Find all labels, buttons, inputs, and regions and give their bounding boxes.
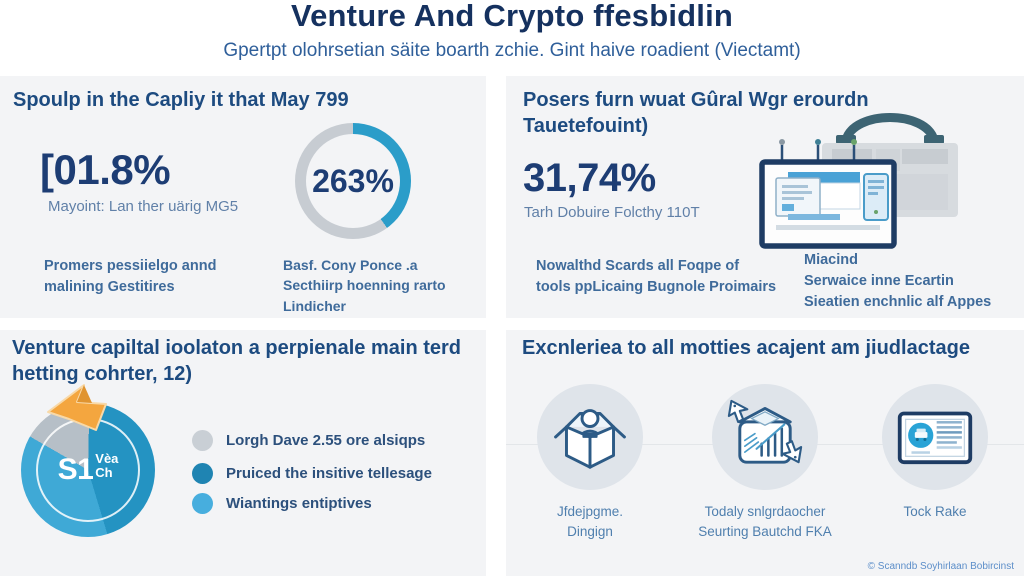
feature-caption: Tock Rake	[903, 504, 967, 519]
panel-top-left: Spoulp in the Capliy it that May 799 [01…	[0, 76, 486, 318]
person-in-open-box-icon	[554, 409, 626, 469]
legend-label: Wiantings entiptives	[226, 494, 372, 512]
pie-center-label: S1 Vèa Ch	[57, 451, 119, 486]
stat-value: [01.8%	[40, 146, 171, 193]
legend-dot	[192, 429, 213, 451]
cloud-briefcase-monitor-illustration	[759, 113, 958, 249]
legend-label: Lorgh Dave 2.55 ore alsiqps	[226, 431, 426, 449]
section-heading: Spoulp in the Capliy it that May 799	[13, 89, 349, 111]
feature-item	[537, 384, 643, 490]
pie-chart: S1 Vèa Ch	[21, 403, 155, 537]
certificate-card-icon	[897, 411, 973, 465]
footer-credit: © Scanndb Soyhirlaan Bobircinst	[867, 561, 1014, 572]
page-title: Venture And Crypto ffesbidlin	[290, 0, 734, 33]
legend-item: Wiantings entiptives	[192, 492, 372, 514]
donut-chart: 263%	[295, 123, 411, 239]
stat-note: Promers pessiielgo annd malining Gestiti…	[44, 258, 217, 296]
stat-caption: Tarh Dobuire Folcthy 110T	[524, 204, 700, 221]
monitor-icon	[759, 139, 897, 249]
donut-caption: Basf. Cony Ponce .a Secthiirp hoenning r…	[283, 257, 446, 314]
stat-caption: Mayoint: Lan ther uärig MG5	[48, 198, 239, 215]
donut-hole: 263%	[306, 134, 400, 228]
box-chart-cursors-icon	[727, 399, 803, 464]
feature-caption: Jfdejpgme. Dingign	[556, 504, 624, 540]
note-right: Miacind Serwaice inne Ecartin Sieatien e…	[804, 252, 992, 311]
section-heading: Excnleriea to all motties acajent am jiu…	[522, 337, 970, 359]
panel-top-right: Posers furn wuat Gûral Wgr erourdn Tauet…	[506, 76, 1024, 318]
feature-item	[712, 384, 818, 490]
legend-dot	[192, 492, 213, 514]
feature-item	[882, 384, 988, 490]
donut-center-label: 263%	[312, 162, 394, 199]
orange-arrow-icon	[47, 384, 107, 431]
legend-item: Lorgh Dave 2.55 ore alsiqps	[192, 429, 425, 451]
panel-bottom-left: Venture capiltal ioolaton a perpienale m…	[0, 330, 486, 576]
section-heading: Venture capiltal ioolaton a perpienale m…	[12, 337, 462, 385]
feature-caption: Todaly snlgrdaocher Seurting Bautchd FKA	[698, 504, 832, 540]
stat-value: 31,74%	[523, 156, 656, 200]
panel-bottom-right: Excnleriea to all motties acajent am jiu…	[506, 330, 1024, 576]
section-heading: Posers furn wuat Gûral Wgr erourdn Tauet…	[523, 89, 869, 137]
page-subtitle: Gpertpt olohrsetian säite boarth zchie. …	[223, 40, 801, 61]
legend-dot	[192, 462, 213, 484]
note-left: Nowalthd Scards all Foqpe of tools ppLic…	[536, 258, 777, 296]
legend-label: Pruiced the insitive tellesage	[226, 464, 432, 482]
legend-item: Pruiced the insitive tellesage	[192, 462, 432, 484]
